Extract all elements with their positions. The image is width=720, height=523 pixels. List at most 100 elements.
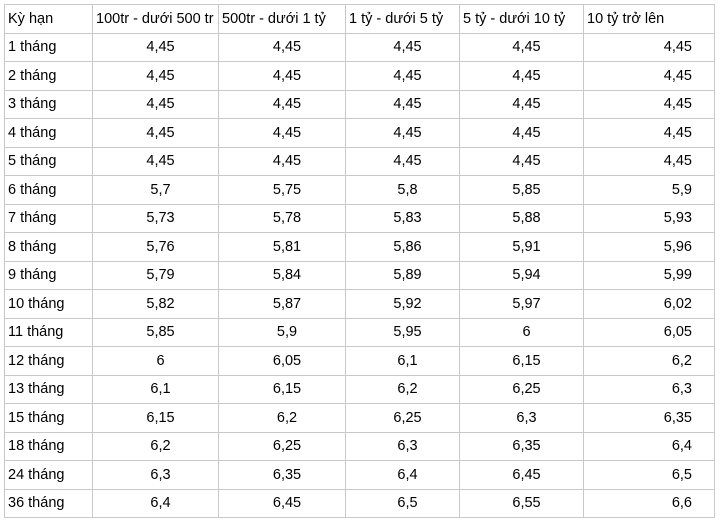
rate-cell: 4,45: [345, 89, 460, 119]
rate-cell: 5,94: [459, 260, 584, 290]
table-row: 6 tháng 5,7 5,75 5,8 5,85 5,9: [4, 175, 715, 205]
table-row: 1 tháng 4,45 4,45 4,45 4,45 4,45: [4, 32, 715, 62]
rate-cell: 5,86: [345, 232, 460, 262]
rate-cell: 6,2: [92, 431, 219, 461]
rate-cell: 4,45: [459, 89, 584, 119]
table-row: 5 tháng 4,45 4,45 4,45 4,45 4,45: [4, 146, 715, 176]
rate-cell: 5,73: [92, 203, 219, 233]
rate-cell: 6,55: [459, 488, 584, 518]
rate-cell: 6,15: [218, 374, 346, 404]
rate-cell: 4,45: [583, 32, 715, 62]
table-row: 13 tháng 6,1 6,15 6,2 6,25 6,3: [4, 374, 715, 404]
rate-cell: 6,15: [459, 346, 584, 376]
header-row: Kỳ hạn 100tr - dưới 500 tr 500tr - dưới …: [4, 4, 715, 34]
term-cell: 2 tháng: [4, 61, 93, 91]
table-row: 11 tháng 5,85 5,9 5,95 6 6,05: [4, 317, 715, 347]
rate-cell: 6,2: [345, 374, 460, 404]
rate-cell: 6,45: [459, 460, 584, 490]
rate-cell: 4,45: [218, 61, 346, 91]
rate-cell: 6,25: [218, 431, 346, 461]
rate-cell: 5,9: [583, 175, 715, 205]
rate-cell: 4,45: [583, 61, 715, 91]
table-row: 24 tháng 6,3 6,35 6,4 6,45 6,5: [4, 460, 715, 490]
rate-cell: 5,93: [583, 203, 715, 233]
rate-table-container: Kỳ hạn 100tr - dưới 500 tr 500tr - dưới …: [4, 4, 715, 518]
rate-cell: 6,3: [92, 460, 219, 490]
table-row: 18 tháng 6,2 6,25 6,3 6,35 6,4: [4, 431, 715, 461]
table-header: Kỳ hạn 100tr - dưới 500 tr 500tr - dưới …: [4, 4, 715, 34]
rate-cell: 5,99: [583, 260, 715, 290]
rate-cell: 5,82: [92, 289, 219, 319]
rate-cell: 6,3: [459, 403, 584, 433]
rate-cell: 6,4: [345, 460, 460, 490]
rate-cell: 5,81: [218, 232, 346, 262]
rate-cell: 6,45: [218, 488, 346, 518]
rate-cell: 5,85: [459, 175, 584, 205]
rate-cell: 5,87: [218, 289, 346, 319]
rate-cell: 5,95: [345, 317, 460, 347]
rate-cell: 5,91: [459, 232, 584, 262]
term-cell: 15 tháng: [4, 403, 93, 433]
rate-cell: 5,83: [345, 203, 460, 233]
term-cell: 7 tháng: [4, 203, 93, 233]
rate-cell: 4,45: [218, 32, 346, 62]
term-cell: 6 tháng: [4, 175, 93, 205]
rate-cell: 6,5: [583, 460, 715, 490]
rate-cell: 4,45: [218, 146, 346, 176]
rate-cell: 6,35: [583, 403, 715, 433]
rate-cell: 5,75: [218, 175, 346, 205]
rate-cell: 6,1: [345, 346, 460, 376]
header-tier-500tr-1ty: 500tr - dưới 1 tỷ: [218, 4, 346, 34]
term-cell: 1 tháng: [4, 32, 93, 62]
rate-cell: 5,92: [345, 289, 460, 319]
rate-cell: 4,45: [218, 89, 346, 119]
rate-cell: 6,3: [345, 431, 460, 461]
rate-cell: 6,05: [583, 317, 715, 347]
rate-cell: 4,45: [345, 146, 460, 176]
rate-cell: 4,45: [345, 32, 460, 62]
rate-cell: 4,45: [92, 118, 219, 148]
rate-cell: 4,45: [459, 118, 584, 148]
rate-cell: 6,25: [459, 374, 584, 404]
table-row: 9 tháng 5,79 5,84 5,89 5,94 5,99: [4, 260, 715, 290]
rate-cell: 5,84: [218, 260, 346, 290]
term-cell: 5 tháng: [4, 146, 93, 176]
rate-cell: 4,45: [92, 89, 219, 119]
rate-cell: 6,35: [459, 431, 584, 461]
rate-cell: 6,5: [345, 488, 460, 518]
table-row: 10 tháng 5,82 5,87 5,92 5,97 6,02: [4, 289, 715, 319]
table-row: 4 tháng 4,45 4,45 4,45 4,45 4,45: [4, 118, 715, 148]
rate-cell: 4,45: [345, 118, 460, 148]
rate-cell: 4,45: [459, 61, 584, 91]
table-row: 8 tháng 5,76 5,81 5,86 5,91 5,96: [4, 232, 715, 262]
header-tier-1ty-5ty: 1 tỷ - dưới 5 tỷ: [345, 4, 460, 34]
term-cell: 12 tháng: [4, 346, 93, 376]
rate-cell: 6,25: [345, 403, 460, 433]
table-row: 12 tháng 6 6,05 6,1 6,15 6,2: [4, 346, 715, 376]
rate-cell: 5,78: [218, 203, 346, 233]
term-cell: 13 tháng: [4, 374, 93, 404]
term-cell: 9 tháng: [4, 260, 93, 290]
rate-cell: 5,9: [218, 317, 346, 347]
term-cell: 3 tháng: [4, 89, 93, 119]
header-term: Kỳ hạn: [4, 4, 93, 34]
term-cell: 10 tháng: [4, 289, 93, 319]
table-row: 36 tháng 6,4 6,45 6,5 6,55 6,6: [4, 488, 715, 518]
header-tier-5ty-10ty: 5 tỷ - dưới 10 tỷ: [459, 4, 584, 34]
interest-rate-table: Kỳ hạn 100tr - dưới 500 tr 500tr - dưới …: [4, 4, 715, 518]
rate-cell: 6,2: [583, 346, 715, 376]
rate-cell: 4,45: [345, 61, 460, 91]
table-row: 15 tháng 6,15 6,2 6,25 6,3 6,35: [4, 403, 715, 433]
rate-cell: 6,6: [583, 488, 715, 518]
table-body: 1 tháng 4,45 4,45 4,45 4,45 4,45 2 tháng 4,45 4,…: [4, 32, 715, 518]
rate-cell: 6,2: [218, 403, 346, 433]
rate-cell: 6,35: [218, 460, 346, 490]
table-row: 7 tháng 5,73 5,78 5,83 5,88 5,93: [4, 203, 715, 233]
rate-cell: 4,45: [459, 32, 584, 62]
rate-cell: 6: [92, 346, 219, 376]
rate-cell: 4,45: [92, 32, 219, 62]
term-cell: 24 tháng: [4, 460, 93, 490]
rate-cell: 4,45: [92, 146, 219, 176]
rate-cell: 4,45: [583, 118, 715, 148]
header-tier-100tr-500tr: 100tr - dưới 500 tr: [92, 4, 219, 34]
